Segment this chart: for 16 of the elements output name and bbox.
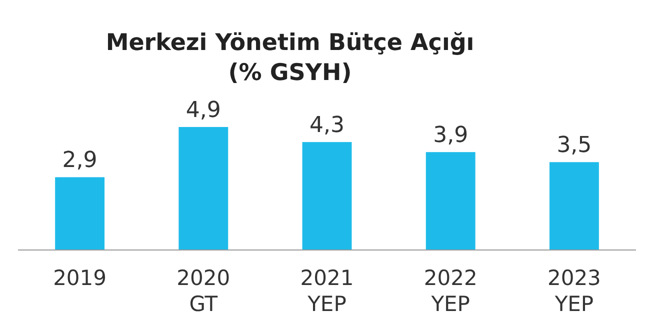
- bar: [426, 152, 476, 250]
- data-label: 4,9: [186, 98, 221, 123]
- data-label: 3,5: [556, 133, 592, 158]
- x-tick-label: 2019: [53, 266, 107, 290]
- data-label: 2,9: [62, 148, 98, 174]
- bar: [55, 177, 105, 250]
- x-tick-label: 2020 GT: [176, 266, 230, 316]
- bar: [178, 127, 228, 250]
- bar: [549, 162, 599, 250]
- x-tick-label: 2023 YEP: [547, 266, 601, 316]
- bar: [302, 142, 352, 250]
- x-tick-label: 2021 YEP: [300, 266, 354, 316]
- data-label: 4,3: [310, 113, 344, 138]
- data-label: 3,9: [433, 123, 468, 148]
- x-tick-label: 2022 YEP: [424, 266, 478, 316]
- chart-title: Merkezi Yönetim Bütçe Açığı (% GSYH): [106, 30, 474, 86]
